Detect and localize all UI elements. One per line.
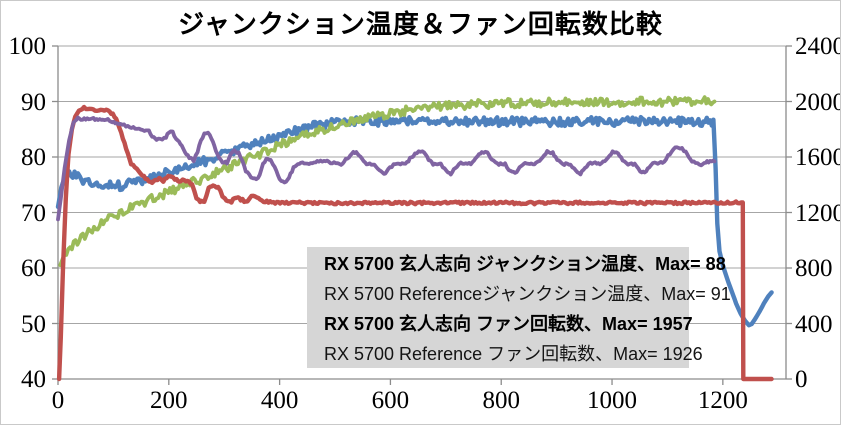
y-right-tick-label: 2000 — [795, 88, 841, 116]
x-tick-label: 400 — [260, 387, 299, 414]
x-tick-label: 200 — [150, 387, 188, 414]
y-right-tick-label: 2400 — [795, 33, 841, 60]
x-tick-label: 1000 — [587, 387, 638, 414]
legend-item-reference-junction-temp: RX 5700 Referenceジャンクション温度、Max= 91 — [319, 278, 731, 308]
x-tick-label: 800 — [482, 387, 520, 414]
y-left-tick-label: 40 — [21, 366, 46, 393]
y-left-tick-label: 100 — [8, 33, 47, 60]
y-right-tick-label: 800 — [795, 255, 833, 282]
x-tick-label: 1200 — [697, 387, 748, 414]
series-line-kuroto-junction-temp — [55, 114, 774, 328]
legend-item-kuroto-junction-temp: RX 5700 玄人志向 ジャンクション温度、Max= 88 — [319, 248, 726, 278]
y-right-tick-label: 0 — [795, 366, 808, 393]
y-right-tick-label: 1200 — [795, 199, 841, 227]
legend-label: RX 5700 Referenceジャンクション温度、Max= 91 — [324, 283, 731, 304]
series-line-reference-fan-rpm — [56, 115, 717, 222]
legend-label: RX 5700 玄人志向 ファン回転数、Max= 1957 — [324, 313, 693, 334]
y-left-tick-label: 70 — [21, 199, 46, 227]
legend-item-reference-fan-rpm: RX 5700 Reference ファン回転数、Max= 1926 — [319, 338, 703, 368]
y-right-tick-label: 1600 — [795, 144, 841, 171]
legend-item-kuroto-fan-rpm: RX 5700 玄人志向 ファン回転数、Max= 1957 — [319, 308, 693, 338]
y-right-tick-label: 400 — [795, 310, 833, 338]
series-line-reference-junction-temp — [58, 95, 717, 268]
chart-title: ジャンクション温度＆ファン回転数比較 — [178, 9, 663, 39]
x-tick-label: 600 — [371, 387, 410, 414]
y-left-tick-label: 80 — [21, 144, 46, 171]
y-left-tick-label: 90 — [21, 88, 46, 116]
legend: RX 5700 玄人志向 ジャンクション温度、Max= 88 RX 5700 R… — [307, 247, 731, 368]
y-left-tick-label: 60 — [21, 255, 46, 282]
x-tick-label: 0 — [51, 387, 65, 414]
legend-label: RX 5700 Reference ファン回転数、Max= 1926 — [324, 343, 703, 364]
series-line-kuroto-fan-rpm — [56, 104, 774, 382]
y-left-tick-label: 50 — [21, 310, 46, 338]
legend-label: RX 5700 玄人志向 ジャンクション温度、Max= 88 — [324, 253, 726, 274]
